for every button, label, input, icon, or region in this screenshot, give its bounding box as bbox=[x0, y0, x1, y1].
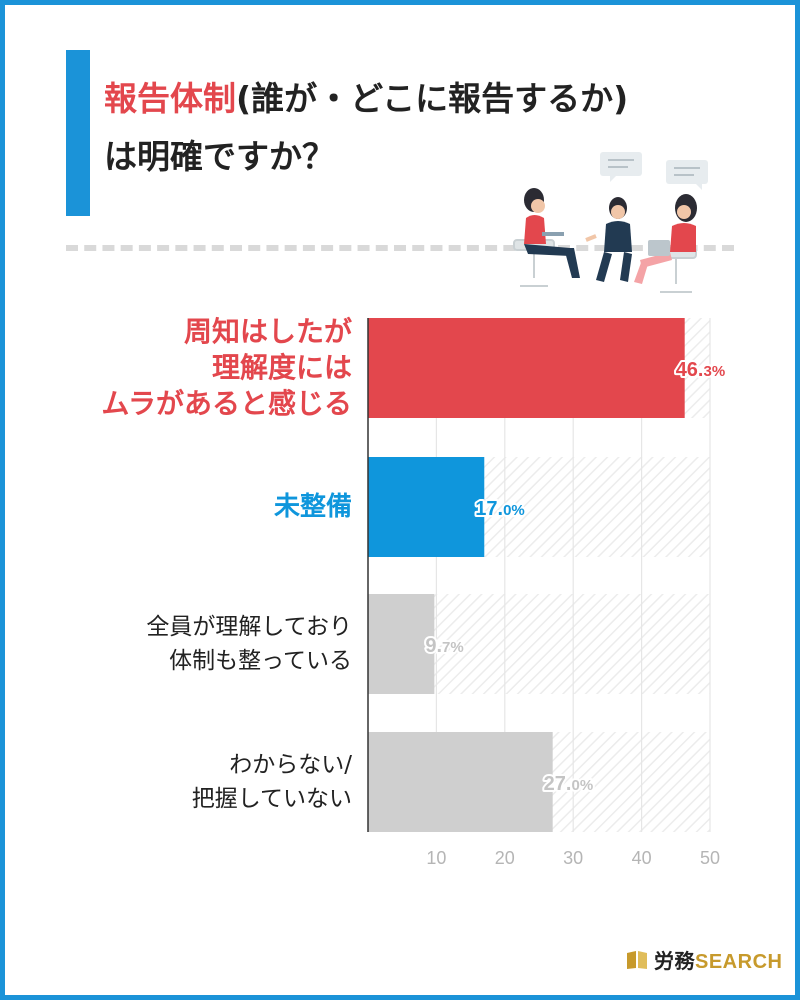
x-tick-label-20: 20 bbox=[495, 848, 515, 868]
value-label-2: 17.0% bbox=[475, 498, 525, 520]
category-label-4: わからない/把握していない bbox=[192, 748, 352, 816]
page-title: 報告体制(誰が・どこに報告するか) は明確ですか？ bbox=[104, 70, 774, 186]
book-icon bbox=[627, 950, 647, 969]
title-rest-text: (誰が・どこに報告するか) bbox=[236, 79, 629, 118]
category-label-line: 把握していない bbox=[191, 786, 352, 812]
category-label-3: 全員が理解しており体制も整っている bbox=[146, 610, 352, 678]
x-tick-label-10: 10 bbox=[426, 848, 446, 868]
bar-1 bbox=[368, 318, 685, 418]
category-label-1: 周知はしたが 理解度には ムラがあると感じる bbox=[101, 314, 352, 422]
category-label-line: 未整備 bbox=[273, 492, 352, 522]
brand-logo: 労務SEARCH bbox=[626, 945, 782, 974]
brand-name: 労務SEARCH bbox=[654, 945, 782, 974]
title-accent-text: 報告体制 bbox=[104, 79, 236, 118]
category-label-line: 周知はしたが bbox=[183, 315, 352, 348]
title-accent-bar bbox=[66, 50, 90, 216]
brand-prefix: 労務 bbox=[654, 951, 695, 973]
meeting-illustration bbox=[513, 152, 708, 293]
bar-2 bbox=[368, 457, 485, 557]
value-label-1: 46.3% bbox=[676, 359, 726, 381]
category-label-line: 体制も整っている bbox=[169, 648, 352, 674]
category-label-line: ムラがあると感じる bbox=[101, 387, 352, 420]
x-tick-label-50: 50 bbox=[700, 848, 720, 868]
x-tick-label-30: 30 bbox=[563, 848, 583, 868]
title-line-1: 報告体制(誰が・どこに報告するか) bbox=[104, 70, 774, 128]
category-label-line: 理解度には bbox=[211, 351, 352, 384]
value-label-3: 9.7% bbox=[425, 635, 463, 657]
category-label-line: わからない/ bbox=[229, 752, 352, 778]
brand-suffix: SEARCH bbox=[695, 951, 783, 973]
title-line-2: は明確ですか？ bbox=[104, 137, 335, 176]
value-label-4: 27.0% bbox=[544, 773, 594, 795]
x-tick-label-40: 40 bbox=[632, 848, 652, 868]
category-label-line: 全員が理解しており bbox=[146, 614, 352, 640]
bar-3 bbox=[368, 594, 435, 694]
dashed-divider bbox=[66, 245, 734, 251]
category-label-2: 未整備 bbox=[274, 490, 352, 524]
bar-4 bbox=[368, 732, 553, 832]
